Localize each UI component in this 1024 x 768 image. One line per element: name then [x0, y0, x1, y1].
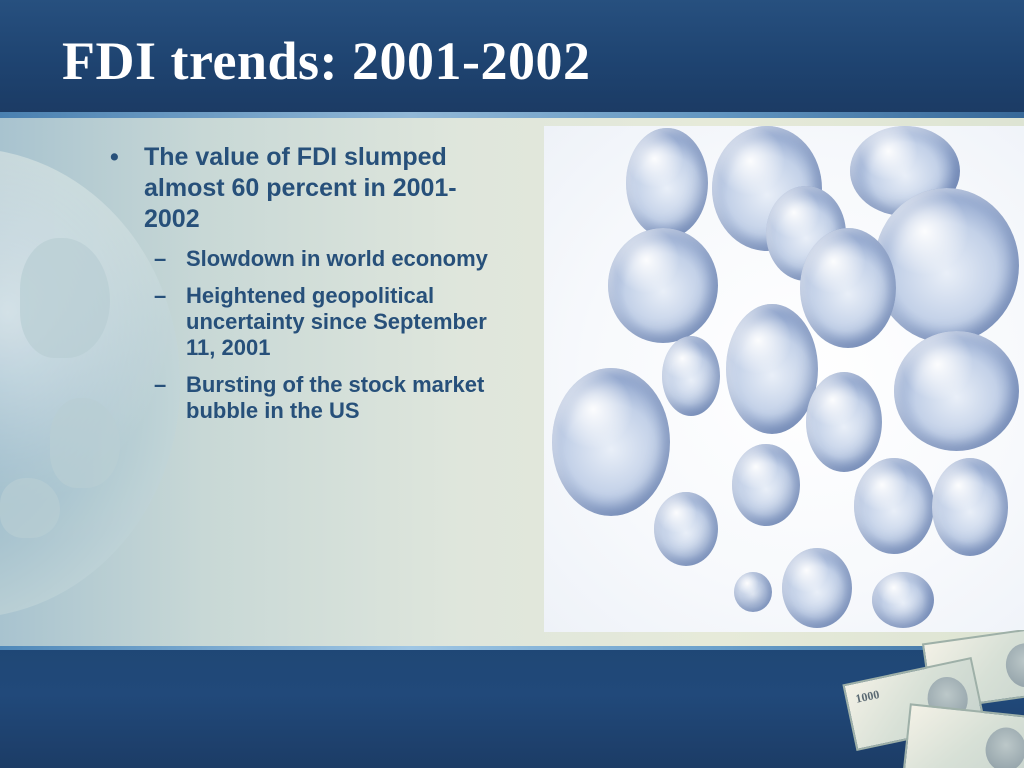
bubble: [734, 572, 772, 612]
globe-land: [50, 398, 120, 488]
sub-bullet-text: Heightened geopolitical uncertainty sinc…: [186, 283, 487, 360]
bubble: [552, 368, 670, 516]
banknote-label: 1000: [854, 687, 881, 706]
bubble: [662, 336, 720, 416]
banknote: [902, 703, 1024, 768]
bullet-text: The value of FDI slumped almost 60 perce…: [144, 143, 457, 233]
bubble: [782, 548, 852, 628]
bubble: [732, 444, 800, 526]
banknotes-image: 1000: [836, 630, 1024, 768]
bubble: [800, 228, 896, 348]
bubble: [654, 492, 718, 566]
sub-bullet-marker: –: [154, 246, 167, 271]
bubble: [608, 228, 718, 343]
bubble: [872, 572, 934, 628]
bubble: [874, 188, 1019, 343]
sub-bullet-text: Slowdown in world economy: [186, 246, 488, 271]
sub-bullet-marker: –: [154, 372, 167, 397]
bubble: [854, 458, 934, 554]
banknote-portrait: [1003, 640, 1024, 690]
slide-title: FDI trends: 2001-2002: [62, 31, 591, 91]
title-band-highlight: [0, 112, 1024, 118]
bubble: [932, 458, 1008, 556]
bubble: [806, 372, 882, 472]
bubble: [726, 304, 818, 434]
globe-land: [0, 478, 60, 538]
bullet-item: • The value of FDI slumped almost 60 per…: [110, 142, 530, 235]
banknote-portrait: [983, 725, 1024, 768]
sub-bullet-item: – Heightened geopolitical uncertainty si…: [110, 283, 530, 361]
bubble: [894, 331, 1019, 451]
sub-bullet-text: Bursting of the stock market bubble in t…: [186, 372, 485, 423]
bullet-list: • The value of FDI slumped almost 60 per…: [110, 142, 530, 424]
bubbles-photo: [544, 126, 1024, 632]
sub-bullet-item: – Slowdown in world economy: [110, 246, 530, 272]
bullet-marker: •: [110, 143, 119, 171]
bubble: [626, 128, 708, 238]
sub-bullet-marker: –: [154, 283, 167, 308]
bottom-band-highlight: [0, 646, 1024, 650]
sub-bullet-item: – Bursting of the stock market bubble in…: [110, 372, 530, 424]
globe-land: [20, 238, 110, 358]
title-band: FDI trends: 2001-2002: [0, 0, 1024, 118]
